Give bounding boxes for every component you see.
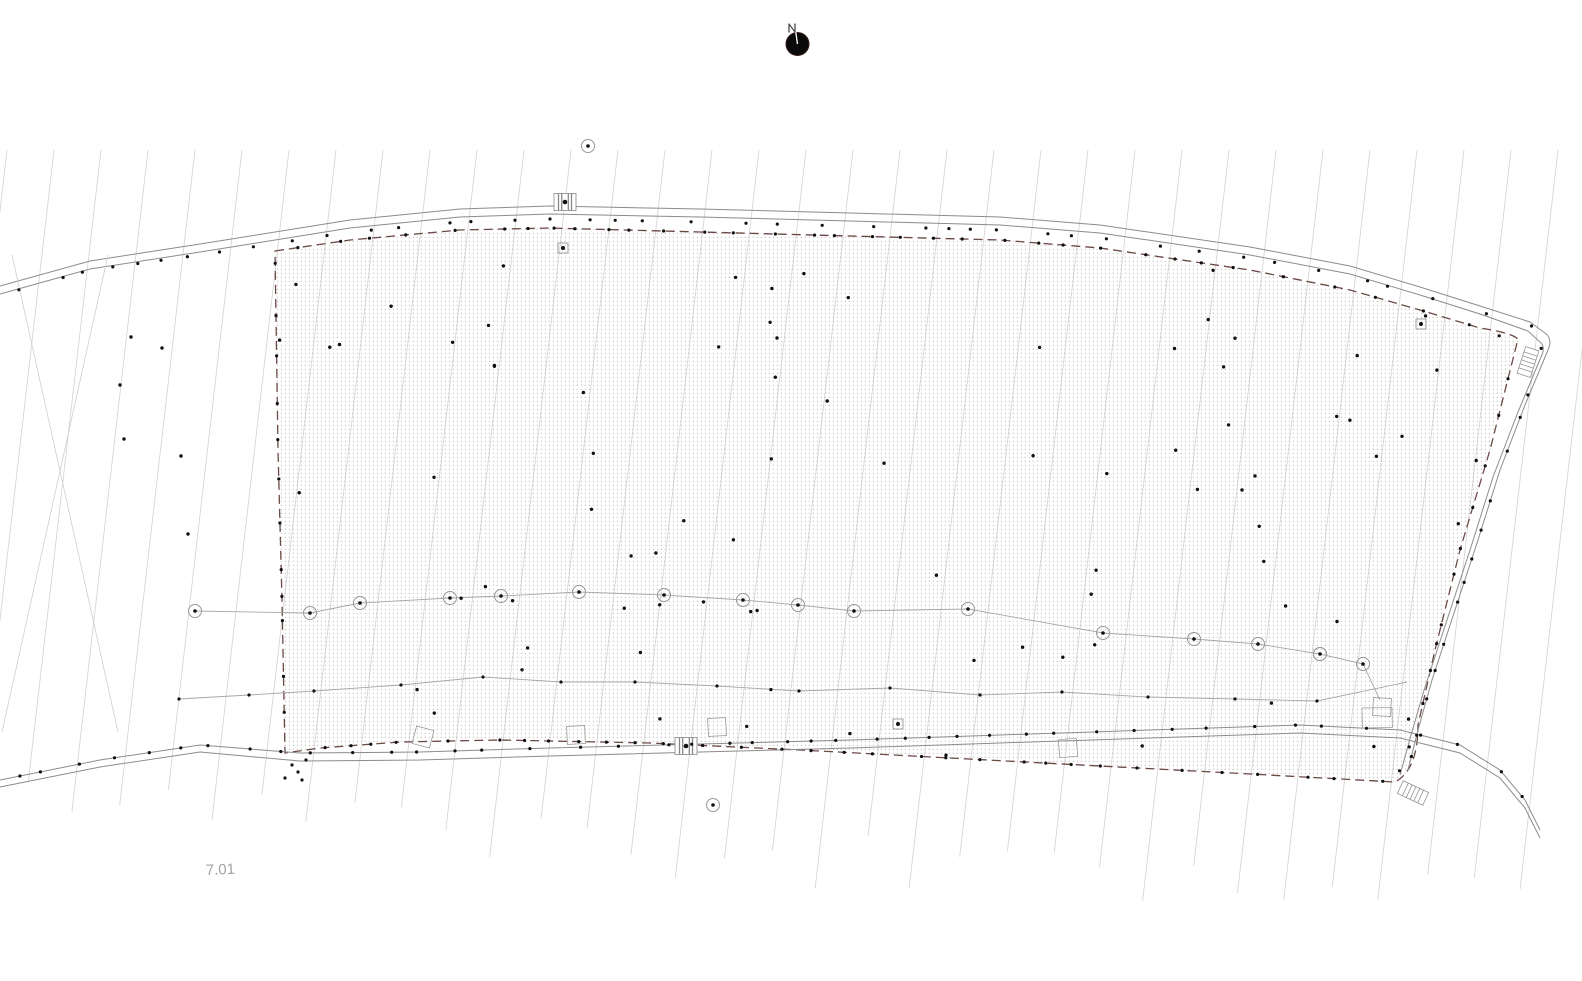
svg-text:7.01: 7.01 bbox=[205, 861, 235, 879]
